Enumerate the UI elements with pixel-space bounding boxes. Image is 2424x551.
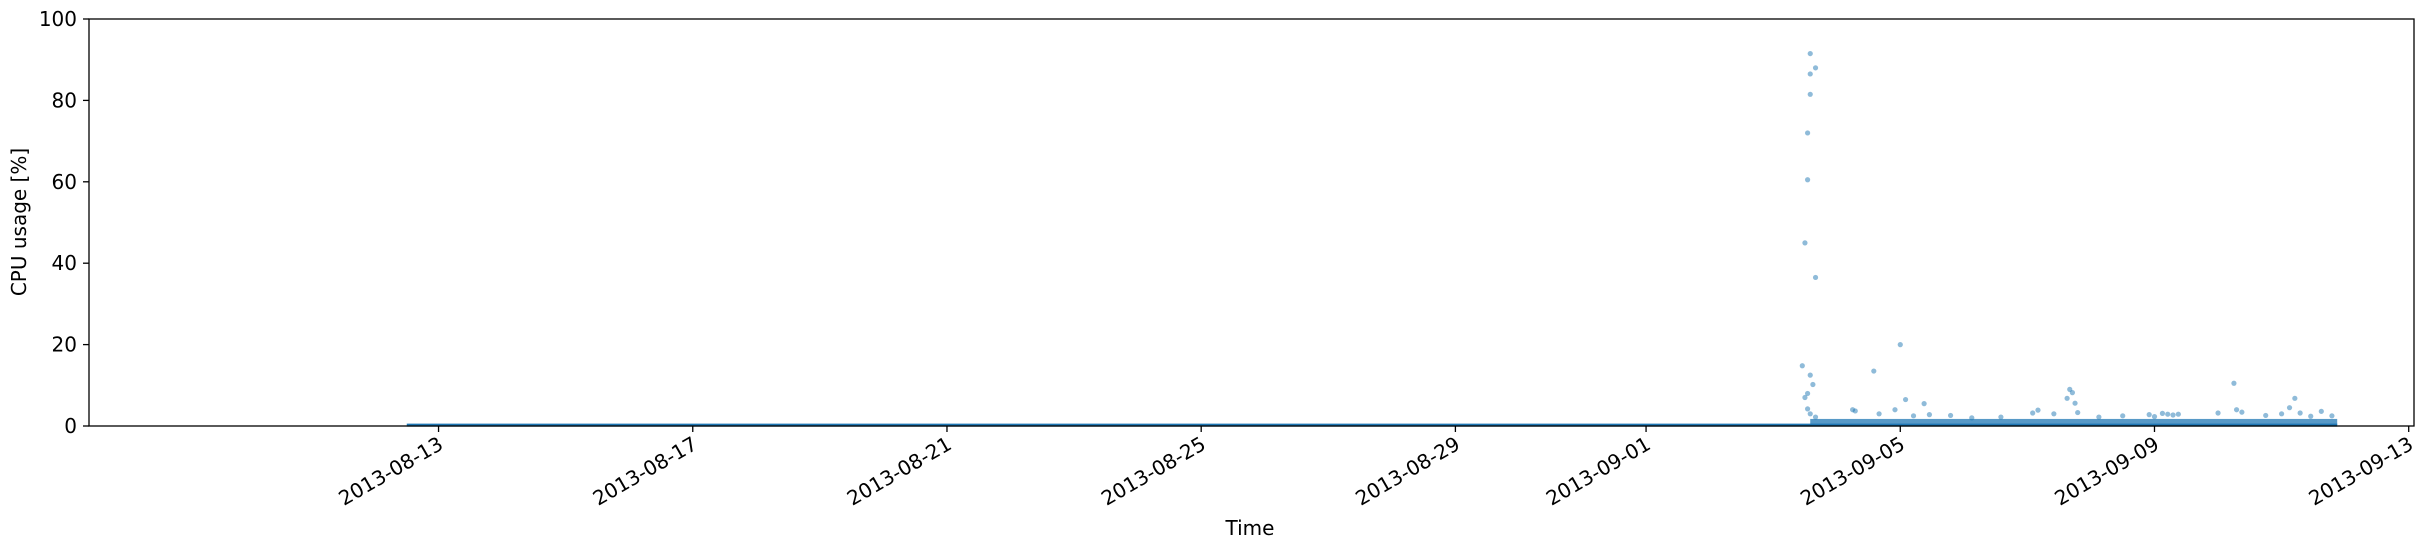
data-point [2278, 411, 2285, 417]
data-point [2292, 395, 2298, 401]
plot-area [406, 50, 2338, 427]
y-tick-label: 0 [64, 414, 77, 438]
data-point [2308, 413, 2314, 419]
x-axis-label: Time [1225, 516, 1275, 540]
data-point [1807, 411, 1813, 417]
data-point [1897, 342, 1903, 348]
data-point [2215, 410, 2221, 416]
data-point [1810, 381, 1816, 388]
data-point [2231, 380, 2237, 386]
data-point [1947, 412, 1954, 419]
data-point [1804, 177, 1811, 183]
data-point [2030, 410, 2036, 416]
y-tick-label: 40 [52, 251, 77, 275]
y-axis-label: CPU usage [%] [7, 148, 31, 296]
data-point [2151, 414, 2158, 420]
data-point [1812, 414, 1819, 420]
data-point [2072, 400, 2078, 406]
data-point [2146, 412, 2152, 418]
y-tick-label: 60 [52, 170, 77, 194]
data-point [1807, 71, 1813, 77]
data-point [2075, 409, 2081, 416]
data-point [1807, 50, 1813, 57]
data-point [2239, 409, 2245, 415]
data-point [1807, 372, 1813, 378]
data-point [2263, 412, 2269, 419]
data-point [2051, 411, 2057, 417]
data-point [2318, 408, 2324, 414]
data-point [1876, 411, 1882, 417]
y-tick-label: 80 [52, 88, 77, 112]
data-point [1804, 390, 1811, 397]
y-tick-label: 100 [39, 7, 77, 31]
data-point [1926, 412, 1933, 418]
data-point [1799, 363, 1805, 369]
plot-frame [88, 18, 2415, 427]
data-point [1910, 413, 1917, 419]
data-point [2069, 390, 2075, 396]
dense-band [1810, 418, 2338, 425]
data-point [1921, 401, 1927, 407]
data-point [2064, 395, 2070, 401]
data-point [1902, 396, 1909, 403]
data-point [2329, 413, 2335, 419]
data-point [1871, 368, 1877, 374]
data-point [1852, 408, 1858, 414]
data-point [2175, 411, 2181, 417]
data-point [2170, 412, 2176, 418]
data-point [2120, 413, 2126, 419]
data-point [1802, 240, 1808, 246]
data-point [1812, 274, 1819, 281]
data-point [2096, 414, 2102, 420]
data-point [2297, 410, 2303, 416]
data-point [2035, 407, 2041, 413]
data-point [1807, 91, 1813, 97]
data-point [1804, 406, 1811, 412]
data-point [2286, 405, 2293, 411]
data-point [2233, 407, 2240, 413]
data-point [2165, 411, 2171, 417]
data-point [1812, 65, 1819, 71]
data-point [2159, 410, 2166, 416]
y-tick-label: 20 [52, 333, 77, 357]
data-point [1998, 414, 2004, 420]
data-point [1969, 415, 1975, 421]
data-point [1804, 130, 1811, 136]
data-point [1892, 407, 1898, 413]
y-axis: 0 20 40 60 80 100 [39, 7, 89, 438]
data-point [1802, 394, 1808, 401]
